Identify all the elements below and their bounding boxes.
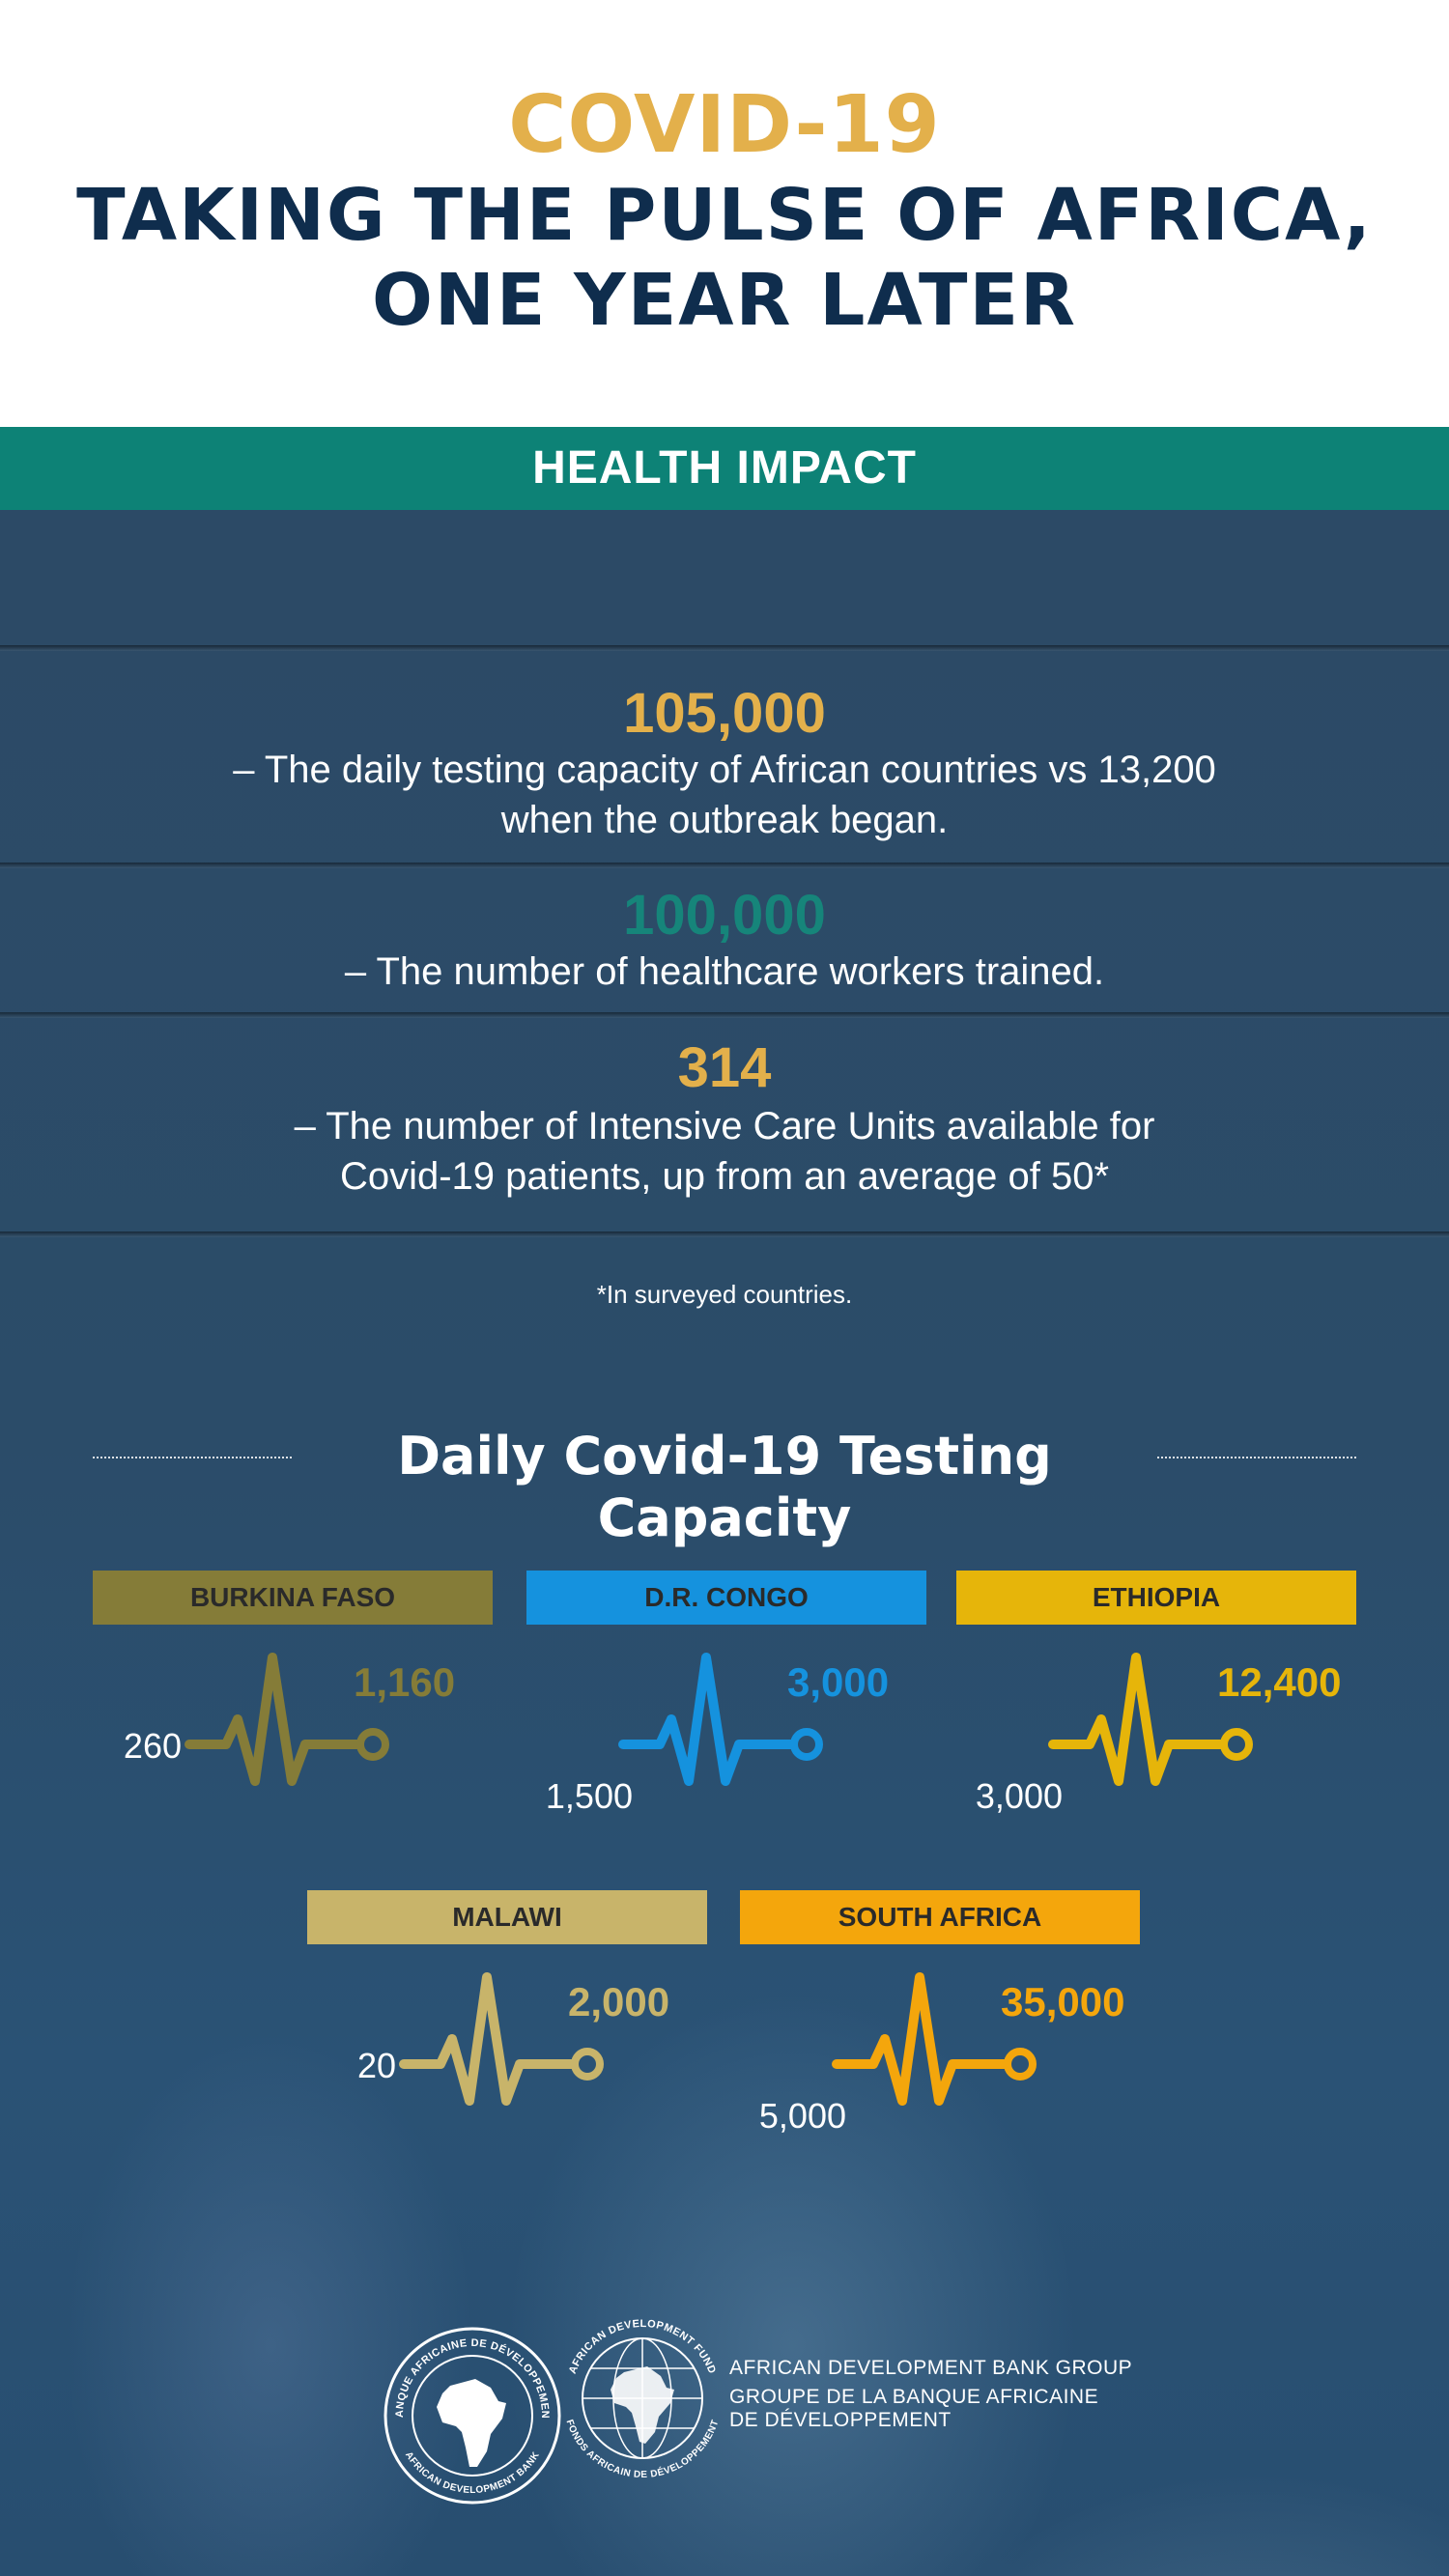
org-name-fr-line2: DE DÉVELOPPEMENT bbox=[729, 2409, 952, 2431]
org-name-fr-line1: GROUPE DE LA BANQUE AFRICAINE bbox=[729, 2386, 1099, 2408]
country-label: SOUTH AFRICA bbox=[740, 1890, 1140, 1944]
country-card-south-africa: SOUTH AFRICA 5,000 35,000 bbox=[740, 1890, 1140, 2136]
page-subtitle-line1: TAKING THE PULSE OF AFRICA, bbox=[76, 174, 1373, 257]
header: COVID-19 TAKING THE PULSE OF AFRICA, ONE… bbox=[0, 0, 1449, 427]
heartbeat-line-icon bbox=[618, 1653, 823, 1786]
capacity-current-value: 1,160 bbox=[354, 1659, 456, 1705]
title-rule-right bbox=[1157, 1457, 1356, 1458]
heartbeat-line-icon bbox=[185, 1653, 389, 1786]
stat-value: 105,000 bbox=[623, 682, 826, 745]
footnote: *In surveyed countries. bbox=[596, 1280, 853, 1309]
page-subtitle-line2: ONE YEAR LATER bbox=[372, 259, 1077, 342]
stat-value: 314 bbox=[677, 1036, 772, 1099]
page-title: COVID-19 bbox=[508, 79, 941, 171]
content-background bbox=[0, 510, 1449, 2576]
capacity-current-value: 3,000 bbox=[787, 1659, 890, 1705]
stat-description: Covid-19 patients, up from an average of… bbox=[339, 1155, 1110, 1198]
country-card-malawi: MALAWI 20 2,000 bbox=[307, 1890, 707, 2122]
band-divider bbox=[0, 863, 1449, 868]
country-label: D.R. CONGO bbox=[526, 1571, 926, 1625]
heartbeat-line-icon bbox=[1048, 1653, 1253, 1786]
band-divider bbox=[0, 645, 1449, 651]
section-banner-label: HEALTH IMPACT bbox=[532, 442, 917, 494]
stat-description: when the outbreak began. bbox=[500, 799, 949, 841]
capacity-start-value: 5,000 bbox=[758, 2096, 846, 2136]
afdb-bank-logo-icon: BANQUE AFRICAINE DE DÉVELOPPEMENT AFRICA… bbox=[383, 2326, 561, 2505]
stat-description: – The number of healthcare workers train… bbox=[344, 950, 1105, 993]
capacity-start-value: 1,500 bbox=[545, 1776, 633, 1816]
org-name-en: AFRICAN DEVELOPMENT BANK GROUP bbox=[729, 2357, 1133, 2379]
stat-value: 100,000 bbox=[623, 884, 826, 947]
country-label: ETHIOPIA bbox=[956, 1571, 1356, 1625]
stat-description: – The daily testing capacity of African … bbox=[233, 749, 1216, 791]
capacity-current-value: 2,000 bbox=[568, 1979, 670, 2024]
country-card-burkina-faso: BURKINA FASO 260 1,160 bbox=[93, 1571, 493, 1802]
heartbeat-line-icon bbox=[399, 1972, 604, 2106]
capacity-start-value: 3,000 bbox=[975, 1776, 1063, 1816]
capacity-current-value: 12,400 bbox=[1217, 1659, 1342, 1705]
country-card-ethiopia: ETHIOPIA 3,000 12,400 bbox=[956, 1571, 1356, 1816]
capacity-start-value: 20 bbox=[356, 2046, 396, 2085]
stat-description: – The number of Intensive Care Units ava… bbox=[294, 1105, 1155, 1147]
country-card-d-r-congo: D.R. CONGO 1,500 3,000 bbox=[526, 1571, 926, 1816]
section-title: Daily Covid-19 Testing Capacity bbox=[397, 1426, 1052, 1548]
section-banner: HEALTH IMPACT bbox=[0, 427, 1449, 510]
title-rule-left bbox=[93, 1457, 292, 1458]
heartbeat-line-icon bbox=[832, 1972, 1037, 2106]
afdf-fund-logo-icon: AFRICAN DEVELOPMENT FUND FONDS AFRICAIN … bbox=[563, 2318, 721, 2480]
country-label: BURKINA FASO bbox=[93, 1571, 493, 1625]
country-label: MALAWI bbox=[307, 1890, 707, 1944]
capacity-start-value: 260 bbox=[123, 1726, 182, 1766]
band-divider bbox=[0, 1012, 1449, 1018]
band-divider bbox=[0, 1231, 1449, 1237]
capacity-current-value: 35,000 bbox=[1001, 1979, 1125, 2024]
